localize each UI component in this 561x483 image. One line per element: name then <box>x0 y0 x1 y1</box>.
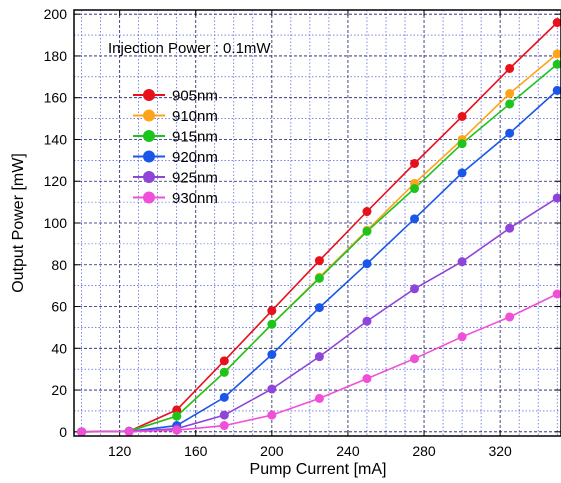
data-point-930nm <box>314 393 324 403</box>
y-tick-label: 60 <box>51 299 67 315</box>
data-point-920nm <box>505 128 515 138</box>
legend-label-930nm: 930nm <box>172 190 218 207</box>
data-point-915nm <box>505 99 515 109</box>
data-point-930nm <box>124 427 134 437</box>
data-point-920nm <box>362 259 372 269</box>
data-point-905nm <box>219 356 229 366</box>
data-point-910nm <box>552 49 561 59</box>
data-point-910nm <box>505 89 515 99</box>
data-point-930nm <box>362 374 372 384</box>
y-tick-label: 100 <box>44 215 68 231</box>
series-points <box>77 18 561 437</box>
data-point-925nm <box>362 316 372 326</box>
legend-marker-925nm <box>143 171 155 183</box>
y-tick-label: 40 <box>51 340 67 356</box>
x-tick-label: 200 <box>260 443 284 459</box>
legend-marker-930nm <box>143 191 155 204</box>
data-point-925nm <box>552 193 561 203</box>
data-point-915nm <box>172 411 182 421</box>
data-point-915nm <box>410 184 420 194</box>
x-tick-label: 280 <box>412 443 436 459</box>
data-point-925nm <box>267 384 277 394</box>
data-point-905nm <box>314 256 324 266</box>
data-point-915nm <box>219 367 229 377</box>
data-point-920nm <box>314 303 324 313</box>
data-point-915nm <box>552 59 561 69</box>
legend-label-915nm: 915nm <box>172 129 218 146</box>
legend-marker-905nm <box>143 89 155 101</box>
x-tick-label: 160 <box>184 443 208 459</box>
legend-label-925nm: 925nm <box>172 170 218 187</box>
x-tick-label: 120 <box>108 443 132 459</box>
y-tick-label: 200 <box>44 6 68 22</box>
y-tick-label: 180 <box>44 48 68 64</box>
data-point-930nm <box>77 427 87 437</box>
x-axis-title: Pump Current [mA] <box>250 461 387 478</box>
y-tick-label: 0 <box>59 424 67 440</box>
data-point-905nm <box>505 63 515 73</box>
data-point-920nm <box>552 85 561 95</box>
y-tick-label: 160 <box>44 90 68 106</box>
data-point-925nm <box>314 352 324 362</box>
legend-marker-910nm <box>143 109 155 122</box>
x-tick-label: 240 <box>336 443 360 459</box>
legend-label-910nm: 910nm <box>172 108 218 125</box>
data-point-905nm <box>410 158 420 168</box>
y-axis-title: Output Power [mW] <box>10 153 27 293</box>
legend-label-905nm: 905nm <box>172 88 218 105</box>
data-point-920nm <box>410 214 420 224</box>
data-point-905nm <box>172 405 182 415</box>
chart-annotation: Injection Power : 0.1mW <box>108 40 271 57</box>
x-tick-label: 320 <box>488 443 512 459</box>
data-point-915nm <box>314 273 324 283</box>
y-tick-labels: 0 20 40 60 80 100 120 140 160 180 200 <box>44 6 68 440</box>
axis-ticks <box>74 10 561 436</box>
data-point-915nm <box>267 319 277 329</box>
plot-frame <box>73 9 561 437</box>
data-point-925nm <box>219 410 229 420</box>
legend-marker-915nm <box>143 130 155 142</box>
plot-area <box>74 10 561 436</box>
data-point-905nm <box>362 207 372 217</box>
data-point-925nm <box>505 223 515 233</box>
grid-lines <box>74 10 561 436</box>
data-point-925nm <box>457 257 467 267</box>
data-point-905nm <box>267 306 277 316</box>
data-point-930nm <box>552 289 561 299</box>
legend-marker-920nm <box>143 150 155 163</box>
data-point-905nm <box>552 18 561 28</box>
data-point-920nm <box>267 350 277 360</box>
data-point-915nm <box>362 226 372 236</box>
y-tick-label: 20 <box>51 382 67 398</box>
legend: 905nm 910nm 915nm 920nm 925nm 930nm <box>133 88 218 207</box>
data-point-930nm <box>410 354 420 364</box>
data-point-930nm <box>267 410 277 420</box>
data-point-920nm <box>219 392 229 402</box>
data-point-920nm <box>457 168 467 178</box>
data-point-930nm <box>457 332 467 342</box>
data-point-925nm <box>410 284 420 294</box>
data-point-930nm <box>172 425 182 435</box>
y-tick-label: 140 <box>44 131 68 147</box>
y-tick-label: 80 <box>51 257 67 273</box>
data-point-915nm <box>457 139 467 149</box>
x-tick-labels: 120 160 200 240 280 320 <box>108 443 512 459</box>
data-point-930nm <box>219 421 229 431</box>
data-point-930nm <box>505 312 515 322</box>
legend-label-920nm: 920nm <box>172 149 218 166</box>
data-point-905nm <box>457 112 467 121</box>
y-tick-label: 120 <box>44 173 68 189</box>
